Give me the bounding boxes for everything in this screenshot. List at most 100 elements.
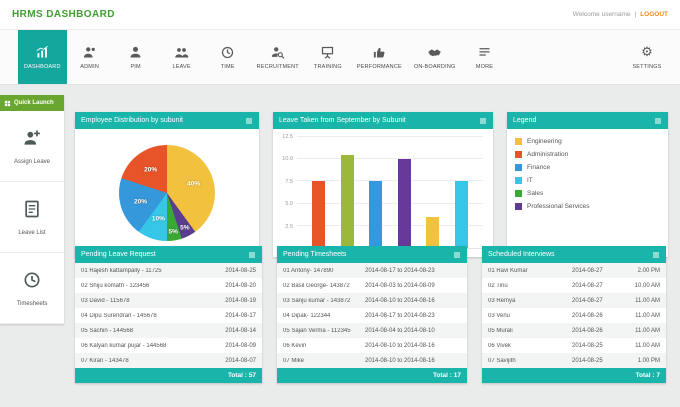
leave-request-row[interactable]: 04 Dipu Surendran - 145678 2014-08-17 xyxy=(75,308,262,323)
quick-launch-leave-list[interactable]: Leave List xyxy=(0,182,64,253)
leave-request-row[interactable]: 05 Sachin - 144568 2014-08-14 xyxy=(75,323,262,338)
interview-row[interactable]: 01 Ravi Kumar 2014-08-27 2.00 PM xyxy=(482,263,666,278)
employee-name: 03 Sanju kumar - 143872 xyxy=(283,297,351,304)
thumbs-up-icon xyxy=(372,45,387,60)
panel-header: Scheduled Interviews xyxy=(482,246,666,263)
quick-launch-label: Assign Leave xyxy=(13,158,51,165)
panel-menu-icon[interactable] xyxy=(248,251,256,259)
leave-request-row[interactable]: 03 David - 115678 2014-08-19 xyxy=(75,293,262,308)
candidate-name: 02 Tinu xyxy=(488,282,508,289)
leave-taken-panel: Leave Taken from September by Subunit 2.… xyxy=(273,112,493,257)
timesheet-row[interactable]: 01 Antony- 147890 2014-08-17 to 2014-08-… xyxy=(277,263,467,278)
timesheet-row[interactable]: 07 Mike 2014-08-10 to 2014-08-16 xyxy=(277,353,467,368)
interview-row[interactable]: 06 Vivek 2014-08-25 11.00 AM xyxy=(482,338,666,353)
logout-link[interactable]: LOGOUT xyxy=(640,11,668,18)
quick-launch-timesheets[interactable]: Timesheets xyxy=(0,253,64,324)
nav-item-admin[interactable]: ADMIN xyxy=(67,30,113,84)
pie-slice-label: 20% xyxy=(134,198,148,206)
interview-time: 11.00 AM xyxy=(635,312,660,319)
panel-menu-icon[interactable] xyxy=(453,251,461,259)
timesheet-period: 2014-08-17 to 2014-08-23 xyxy=(365,312,435,319)
timesheet-row[interactable]: 06 Kevin 2014-08-10 to 2014-08-16 xyxy=(277,338,467,353)
interview-row[interactable]: 05 Murali 2014-08-26 11.00 AM xyxy=(482,323,666,338)
leave-request-row[interactable]: 01 Rajesh kattampally - 11725 2014-08-25 xyxy=(75,263,262,278)
timesheet-row[interactable]: 05 Sajan Verma - 112345 2014-08-04 to 20… xyxy=(277,323,467,338)
nav-item-pim[interactable]: PIM xyxy=(113,30,159,84)
timesheet-row[interactable]: 04 Dipak- 122344 2014-08-17 to 2014-08-2… xyxy=(277,308,467,323)
nav-item-label: RECRUITMENT xyxy=(256,63,299,70)
timesheet-row[interactable]: 02 Basil George- 143872 2014-08-03 to 20… xyxy=(277,278,467,293)
leave-request-row[interactable]: 02 Shiju komath - 123456 2014-08-20 xyxy=(75,278,262,293)
interview-date: 2014-08-27 xyxy=(572,282,603,289)
nav-item-onboarding[interactable]: ON-BOARDING xyxy=(408,30,462,84)
interview-row[interactable]: 02 Tinu 2014-08-27 10.00 AM xyxy=(482,278,666,293)
panel-title: Pending Timesheets xyxy=(283,251,347,258)
legend-item: Sales xyxy=(515,190,660,197)
panel-header: Pending Leave Request xyxy=(75,246,262,263)
interview-total-bar: Total : 7 xyxy=(482,368,666,383)
nav-item-dashboard[interactable]: DASHBOARD xyxy=(18,30,67,84)
employee-name: 05 Sachin - 144568 xyxy=(81,327,134,334)
employee-name: 04 Dipak- 122344 xyxy=(283,312,331,319)
employee-name: 07 Mike xyxy=(283,357,305,364)
bar-Engineering xyxy=(426,216,440,248)
nav-item-recruitment[interactable]: RECRUITMENT xyxy=(251,30,305,84)
leave-date: 2014-08-14 xyxy=(225,327,256,334)
interview-date: 2014-08-26 xyxy=(572,327,603,334)
employee-name: 02 Shiju komath - 123456 xyxy=(81,282,150,289)
timesheet-period: 2014-08-17 to 2014-08-23 xyxy=(365,267,435,274)
panel-menu-icon[interactable] xyxy=(654,117,662,125)
separator: | xyxy=(634,11,637,18)
timesheet-period: 2014-08-10 to 2014-08-16 xyxy=(365,357,435,364)
interview-time: 1.00 PM xyxy=(637,357,660,364)
interview-time: 2.00 PM xyxy=(637,267,660,274)
panel-menu-icon[interactable] xyxy=(652,251,660,259)
interview-row[interactable]: 03 Venu 2014-08-26 11.00 AM xyxy=(482,308,666,323)
timesheet-period: 2014-08-03 to 2014-08-09 xyxy=(365,282,435,289)
quick-launch-label: Timesheets xyxy=(16,300,48,307)
leave-request-row[interactable]: 06 Kalyan kumar pujar - 144568 2014-08-0… xyxy=(75,338,262,353)
panel-menu-icon[interactable] xyxy=(479,117,487,125)
panel-title: Scheduled Interviews xyxy=(488,251,555,258)
bar-Professional Services xyxy=(397,159,411,248)
nav-item-more[interactable]: MORE xyxy=(461,30,507,84)
panel-title: Leave Taken from September by Subunit xyxy=(279,117,406,124)
employee-name: 05 Sajan Verma - 112345 xyxy=(283,327,351,334)
nav-item-label: SETTINGS xyxy=(632,63,662,70)
interview-date: 2014-08-26 xyxy=(572,312,603,319)
person-search-icon xyxy=(270,45,285,60)
nav-item-label: PERFORMANCE xyxy=(356,63,402,70)
candidate-name: 05 Murali xyxy=(488,327,513,334)
candidate-name: 03 Remya xyxy=(488,297,516,304)
nav-item-leave[interactable]: LEAVE xyxy=(159,30,205,84)
gridline xyxy=(297,158,483,160)
timesheet-row[interactable]: 03 Sanju kumar - 143872 2014-08-10 to 20… xyxy=(277,293,467,308)
leave-date: 2014-08-20 xyxy=(225,282,256,289)
leave-request-list: 01 Rajesh kattampally - 11725 2014-08-25… xyxy=(75,263,262,368)
interview-row[interactable]: 07 Savijith 2014-08-25 1.00 PM xyxy=(482,353,666,368)
leave-date: 2014-08-09 xyxy=(225,342,256,349)
leave-request-row[interactable]: 07 Kiran - 143478 2014-08-07 xyxy=(75,353,262,368)
nav-item-label: ON-BOARDING xyxy=(413,63,456,70)
total-label: Total : 7 xyxy=(635,372,660,379)
panel-menu-icon[interactable] xyxy=(245,117,253,125)
gear-icon: ⚙ xyxy=(641,44,653,60)
quick-launch-assign-leave[interactable]: Assign Leave xyxy=(0,111,64,182)
bar-chart-body: 2.5 5.0 7.5 10.0 12.5 xyxy=(273,129,493,257)
interview-date: 2014-08-27 xyxy=(572,297,603,304)
interview-row[interactable]: 03 Remya 2014-08-27 11.00 AM xyxy=(482,293,666,308)
legend-label: IT xyxy=(527,177,533,184)
employee-name: 04 Dipu Surendran - 145678 xyxy=(81,312,157,319)
menu-lines-icon xyxy=(477,45,492,60)
employee-name: 06 Kalyan kumar pujar - 144568 xyxy=(81,342,167,349)
user-area: Welcome username | LOGOUT xyxy=(573,11,668,18)
nav-item-settings[interactable]: ⚙ SETTINGS xyxy=(624,30,670,84)
legend-list: Engineering Administration Finance xyxy=(507,129,668,257)
nav-item-performance[interactable]: PERFORMANCE xyxy=(351,30,408,84)
nav-item-training[interactable]: TRAINING xyxy=(305,30,351,84)
nav-item-time[interactable]: TIME xyxy=(205,30,251,84)
grid-icon xyxy=(4,100,11,106)
list-icon xyxy=(22,199,42,224)
handshake-icon xyxy=(427,45,442,60)
